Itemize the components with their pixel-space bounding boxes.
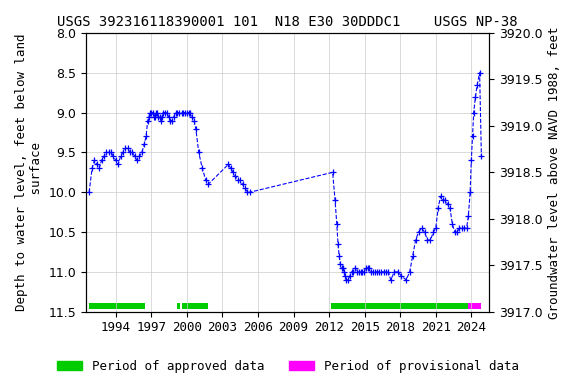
Bar: [89, 303, 145, 309]
Y-axis label: Groundwater level above NAVD 1988, feet: Groundwater level above NAVD 1988, feet: [548, 26, 561, 319]
Y-axis label: Depth to water level, feet below land
 surface: Depth to water level, feet below land su…: [15, 33, 43, 311]
Bar: [331, 303, 468, 309]
Title: USGS 392316118390001 101  N18 E30 30DDDC1    USGS NP-38: USGS 392316118390001 101 N18 E30 30DDDC1…: [58, 15, 518, 29]
Bar: [468, 303, 482, 309]
Bar: [181, 303, 208, 309]
Bar: [177, 303, 180, 309]
Legend: Period of approved data, Period of provisional data: Period of approved data, Period of provi…: [52, 355, 524, 378]
